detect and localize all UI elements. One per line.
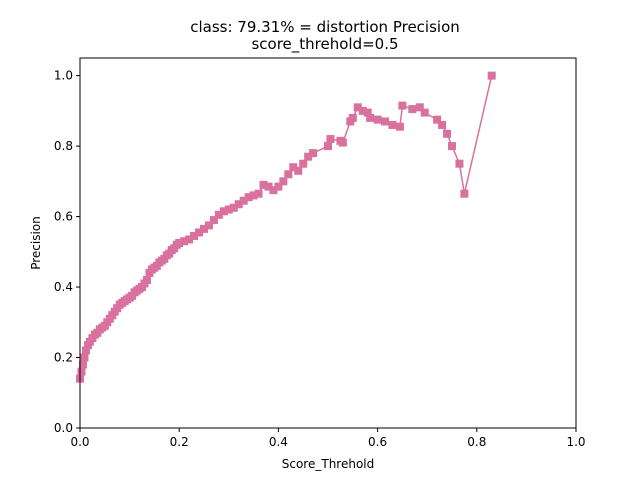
data-point-marker bbox=[373, 115, 382, 124]
x-tick-label: 0.0 bbox=[70, 435, 89, 449]
y-tick-label: 0.4 bbox=[54, 280, 73, 294]
y-tick-label: 0.2 bbox=[54, 351, 73, 365]
data-point-marker bbox=[234, 200, 243, 209]
data-point-marker bbox=[299, 159, 308, 168]
data-point-marker bbox=[195, 228, 204, 237]
chart-subtitle: score_threhold=0.5 bbox=[251, 35, 398, 54]
data-point-marker bbox=[443, 129, 452, 138]
data-point-marker bbox=[408, 105, 417, 114]
data-point-marker bbox=[259, 180, 268, 189]
data-point-marker bbox=[448, 142, 456, 151]
data-point-marker bbox=[224, 205, 233, 214]
data-point-marker bbox=[142, 276, 151, 284]
data-point-marker bbox=[185, 235, 194, 244]
data-point-marker bbox=[279, 177, 288, 186]
data-point-marker bbox=[80, 353, 89, 362]
x-tick-label: 1.0 bbox=[566, 435, 585, 449]
data-point-marker bbox=[460, 189, 469, 198]
x-axis-ticks: 0.0 0.2 0.4 0.6 0.8 1.0 bbox=[70, 428, 586, 449]
y-axis-label: Precision bbox=[29, 216, 43, 270]
y-tick-label: 1.0 bbox=[54, 69, 73, 83]
x-tick-label: 0.4 bbox=[269, 435, 288, 449]
x-tick-label: 0.2 bbox=[170, 435, 189, 449]
data-point-marker bbox=[214, 210, 223, 219]
data-point-marker bbox=[249, 191, 258, 200]
data-point-marker bbox=[433, 115, 442, 124]
data-point-marker bbox=[244, 193, 253, 202]
data-point-marker bbox=[239, 196, 248, 205]
data-point-marker bbox=[353, 103, 362, 112]
series-layer bbox=[76, 71, 496, 383]
y-tick-label: 0.6 bbox=[54, 210, 73, 224]
data-point-marker bbox=[304, 152, 313, 161]
data-point-marker bbox=[415, 103, 424, 112]
data-point-marker bbox=[190, 231, 199, 240]
data-point-marker bbox=[81, 346, 90, 355]
data-point-marker bbox=[294, 166, 303, 175]
y-tick-label: 0.8 bbox=[54, 139, 73, 153]
chart-title: class: 79.31% = distortion Precision bbox=[190, 18, 460, 36]
data-point-marker bbox=[254, 189, 263, 198]
data-point-marker bbox=[348, 113, 357, 122]
data-point-marker bbox=[274, 182, 283, 191]
plot-area bbox=[80, 58, 576, 428]
data-point-marker bbox=[388, 120, 397, 129]
data-point-marker bbox=[420, 108, 429, 117]
data-point-marker bbox=[455, 159, 464, 168]
data-point-marker bbox=[269, 186, 278, 195]
data-point-marker bbox=[358, 106, 367, 115]
data-point-marker bbox=[381, 117, 390, 126]
data-point-marker bbox=[219, 207, 228, 216]
data-point-marker bbox=[204, 221, 213, 230]
data-point-marker bbox=[395, 122, 404, 131]
data-point-marker bbox=[200, 224, 208, 233]
y-axis-ticks: 0.0 0.2 0.4 0.6 0.8 1.0 bbox=[54, 69, 80, 435]
data-point-marker bbox=[324, 142, 332, 151]
data-point-marker bbox=[229, 203, 238, 212]
data-point-marker bbox=[487, 71, 496, 80]
data-point-marker bbox=[284, 170, 293, 179]
data-point-marker bbox=[264, 182, 273, 191]
data-point-marker bbox=[438, 120, 447, 129]
data-point-marker bbox=[326, 135, 335, 144]
data-point-marker bbox=[363, 108, 372, 117]
data-point-marker bbox=[338, 138, 347, 147]
x-axis-label: Score_Threhold bbox=[282, 457, 375, 471]
plot-frame bbox=[79, 57, 577, 429]
data-point-marker bbox=[77, 367, 86, 376]
y-tick-label: 0.0 bbox=[54, 421, 73, 435]
x-tick-label: 0.6 bbox=[368, 435, 387, 449]
data-point-marker bbox=[78, 360, 87, 369]
data-point-marker bbox=[309, 149, 318, 158]
data-point-marker bbox=[175, 239, 184, 247]
x-tick-label: 0.8 bbox=[467, 435, 486, 449]
data-point-marker bbox=[289, 163, 298, 172]
data-point-marker bbox=[398, 101, 407, 110]
data-point-marker bbox=[366, 113, 375, 122]
data-point-marker bbox=[180, 237, 189, 246]
data-point-marker bbox=[209, 216, 218, 225]
